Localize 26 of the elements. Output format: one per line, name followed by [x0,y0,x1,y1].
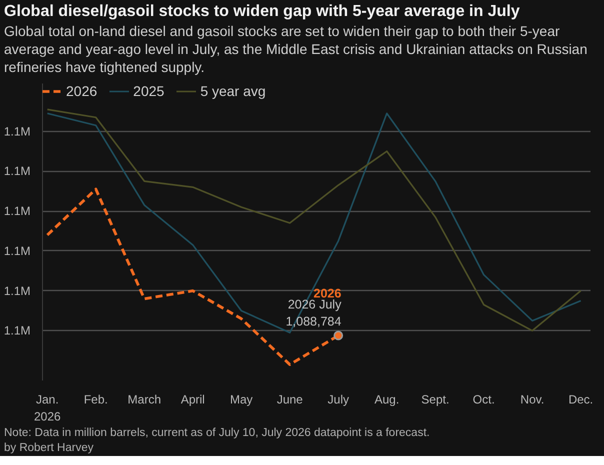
x-tick-label: Sept. [421,392,450,407]
data-label: 1,088,784 [286,314,342,329]
x-tick-label: Aug. [374,392,400,407]
x-tick-label: May [230,392,253,407]
legend-label: 5 year avg [200,83,266,100]
text: Note: Data in million barrels, current as of July 10, July 2026 datapoint is a forecast. [4,426,430,442]
y-tick-label: 1.1M [4,244,31,258]
x-tick-label: April [180,392,205,407]
x-tick-label: Jan. 2026 [34,392,62,424]
x-tick-label: Feb. [84,392,108,407]
x-tick-label: Dec. [568,392,594,407]
y-tick-label: 1.1M [4,204,31,218]
x-tick-label: Oct. [472,392,495,407]
x-tick-label: July [328,392,349,407]
y-tick-label: 1.1M [4,324,31,338]
y-tick-label: 1.1M [4,164,31,178]
legend-label: 2025 [133,83,164,100]
x-tick-label: June [276,392,304,407]
chart-subtitle: Global total on-land diesel and gasoil stocks are set to widen their gap to both their 5-year average and year-ago level in July, as the Middle East crisis and Ukrainian attacks on Russian refineries have tightened supply. [4,22,588,76]
legend-label: 2026 [66,83,98,100]
chart-title: Global diesel/gasoil stocks to widen gap with 5-year average in July [4,2,521,22]
text: by Robert Harvey [4,441,94,456]
y-tick-label: 1.1M [4,124,31,138]
x-tick-label: Nov. [520,392,544,407]
y-tick-label: 1.1M [4,284,31,298]
x-tick-label: March [128,392,162,407]
